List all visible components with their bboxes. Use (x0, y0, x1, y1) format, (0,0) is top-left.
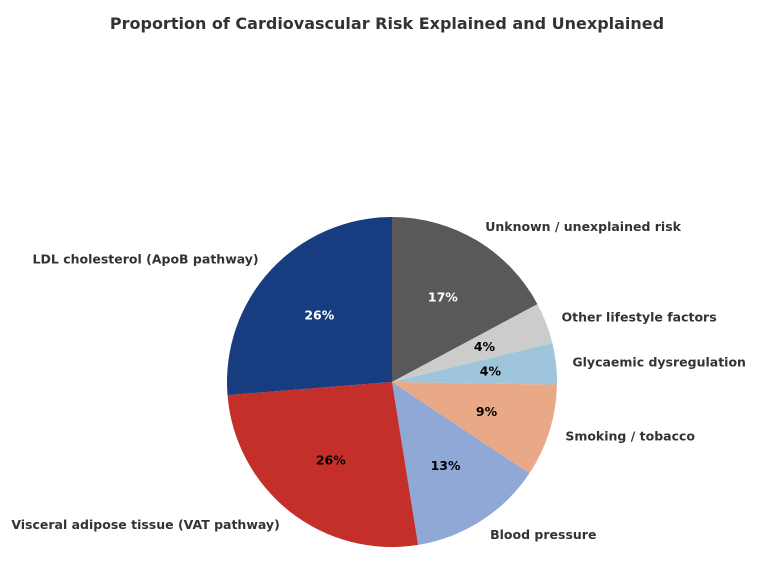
pie-slice-percent-label: 13% (431, 458, 461, 473)
pie-slice-0 (392, 217, 538, 382)
pie-slice-category-label: Smoking / tobacco (565, 428, 695, 443)
pie-slice-category-label: Blood pressure (490, 527, 596, 542)
pie-slice-category-label: Other lifestyle factors (562, 310, 717, 325)
pie-slice-percent-label: 4% (474, 339, 496, 354)
pie-slice-6 (227, 217, 392, 396)
pie-slice-category-label: LDL cholesterol (ApoB pathway) (33, 251, 259, 266)
category-labels: Unknown / unexplained risk Other lifestyl… (11, 219, 746, 542)
pie-slice-5 (227, 382, 419, 548)
pie-slices (227, 217, 557, 548)
pie-slice-category-label: Visceral adipose tissue (VAT pathway) (11, 517, 279, 532)
pie-slice-percent-label: 26% (304, 307, 334, 322)
pie-slice-percent-label: 4% (480, 364, 502, 379)
pie-slice-percent-label: 17% (428, 290, 458, 305)
chart-title: Proportion of Cardiovascular Risk Explai… (109, 14, 665, 33)
pie-slice-2 (392, 343, 557, 385)
pie-slice-3 (392, 382, 557, 474)
pie-slice-category-label: Unknown / unexplained risk (485, 219, 681, 234)
pie-slice-4 (392, 382, 530, 545)
pie-slice-category-label: Glycaemic dysregulation (572, 354, 746, 369)
pie-slice-percent-label: 26% (316, 452, 346, 467)
pie-slice-percent-label: 9% (476, 404, 498, 419)
pie-slice-1 (392, 304, 553, 382)
percent-labels: 17% 4% 4% 9% 13% 26% 26% (304, 290, 501, 473)
